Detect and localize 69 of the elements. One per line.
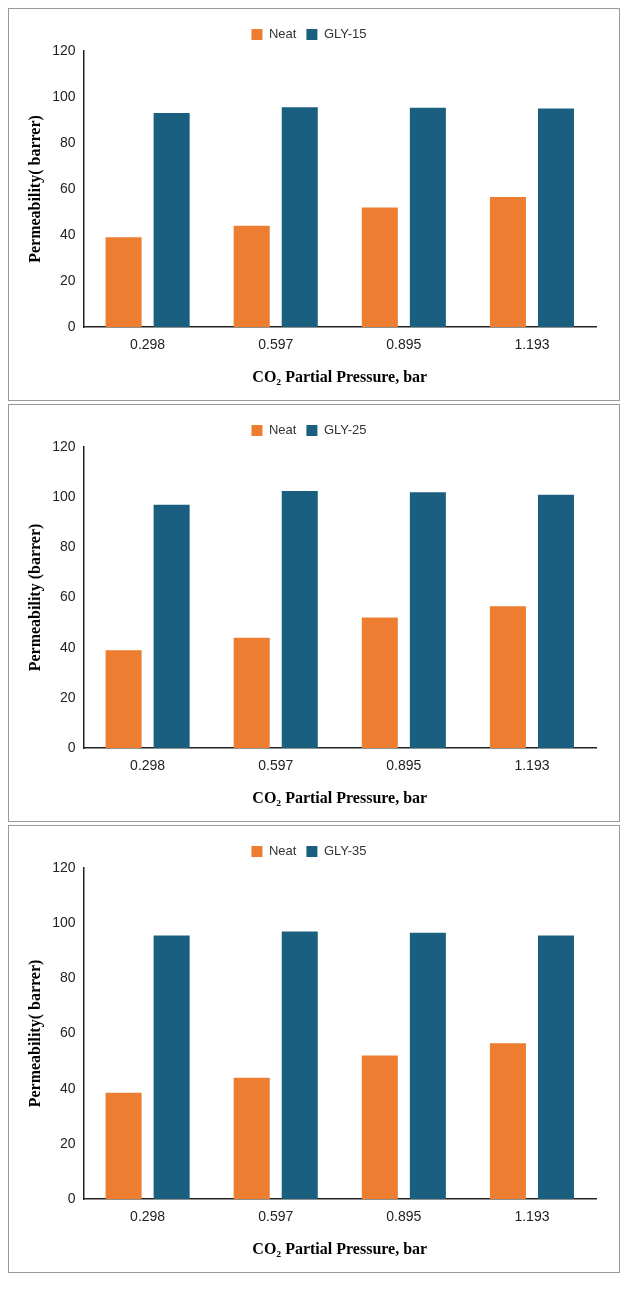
y-tick-label: 40 bbox=[59, 638, 76, 655]
y-tick-label: 20 bbox=[59, 688, 76, 705]
bar bbox=[105, 1092, 142, 1199]
x-tick-label: 0.895 bbox=[386, 336, 422, 353]
x-tick-label: 0.298 bbox=[130, 757, 166, 774]
bar bbox=[105, 237, 142, 327]
x-axis-title: CO₂ Partial Pressure, bar bbox=[252, 1239, 428, 1257]
x-tick-label: 0.597 bbox=[258, 1208, 294, 1225]
bar bbox=[153, 113, 190, 327]
y-tick-label: 80 bbox=[59, 133, 76, 150]
x-tick-label: 0.597 bbox=[258, 757, 294, 774]
x-axis-title: CO₂ Partial Pressure, bar bbox=[252, 367, 428, 385]
bar bbox=[537, 494, 574, 748]
bar bbox=[489, 606, 526, 748]
y-tick-label: 120 bbox=[52, 41, 76, 58]
x-tick-label: 0.895 bbox=[386, 1208, 422, 1225]
legend-label: GLY-15 bbox=[323, 26, 367, 42]
y-tick-label: 0 bbox=[67, 738, 76, 755]
y-tick-label: 60 bbox=[59, 588, 76, 605]
x-tick-label: 1.193 bbox=[514, 1208, 550, 1225]
x-tick-label: 1.193 bbox=[514, 757, 550, 774]
y-tick-label: 60 bbox=[59, 179, 76, 196]
x-tick-label: 0.895 bbox=[386, 757, 422, 774]
bar bbox=[409, 107, 446, 327]
bar bbox=[489, 197, 526, 327]
x-axis-title: CO₂ Partial Pressure, bar bbox=[252, 788, 428, 806]
legend-label: GLY-25 bbox=[323, 422, 367, 438]
legend-label: Neat bbox=[268, 422, 297, 438]
x-tick-label: 0.597 bbox=[258, 336, 294, 353]
y-tick-label: 120 bbox=[52, 437, 76, 454]
bar bbox=[537, 108, 574, 327]
bar bbox=[281, 931, 318, 1199]
y-tick-label: 0 bbox=[67, 317, 76, 334]
bar bbox=[153, 504, 190, 748]
y-tick-label: 80 bbox=[59, 538, 76, 555]
bar bbox=[105, 650, 142, 748]
x-tick-label: 1.193 bbox=[514, 336, 550, 353]
bar bbox=[489, 1043, 526, 1199]
bar bbox=[233, 225, 270, 327]
y-tick-label: 40 bbox=[59, 1079, 76, 1096]
bar bbox=[281, 107, 318, 327]
bar bbox=[409, 932, 446, 1199]
bar bbox=[361, 617, 398, 748]
bar bbox=[233, 637, 270, 748]
y-tick-label: 20 bbox=[59, 271, 76, 288]
y-tick-label: 100 bbox=[52, 488, 76, 505]
bar bbox=[537, 935, 574, 1199]
y-tick-label: 100 bbox=[52, 87, 76, 104]
y-tick-label: 40 bbox=[59, 225, 76, 242]
y-tick-label: 100 bbox=[52, 914, 76, 931]
bar bbox=[361, 207, 398, 327]
bar bbox=[153, 935, 190, 1199]
legend-label: GLY-35 bbox=[323, 843, 367, 859]
y-axis-title: Permeability( barrer) bbox=[25, 959, 44, 1108]
x-tick-label: 0.298 bbox=[130, 1208, 166, 1225]
y-tick-label: 0 bbox=[67, 1189, 76, 1206]
y-axis-title: Permeability( barrer) bbox=[25, 115, 44, 263]
y-tick-label: 80 bbox=[59, 969, 76, 986]
legend-label: Neat bbox=[268, 26, 297, 42]
y-tick-label: 60 bbox=[59, 1024, 76, 1041]
y-axis-title: Permeability (barrer) bbox=[25, 523, 44, 672]
bar bbox=[233, 1077, 270, 1199]
bar bbox=[281, 490, 318, 748]
y-tick-label: 20 bbox=[59, 1134, 76, 1151]
legend-label: Neat bbox=[268, 843, 297, 859]
y-tick-label: 120 bbox=[52, 858, 76, 875]
x-tick-label: 0.298 bbox=[130, 336, 166, 353]
bar bbox=[361, 1055, 398, 1199]
bar bbox=[409, 492, 446, 748]
